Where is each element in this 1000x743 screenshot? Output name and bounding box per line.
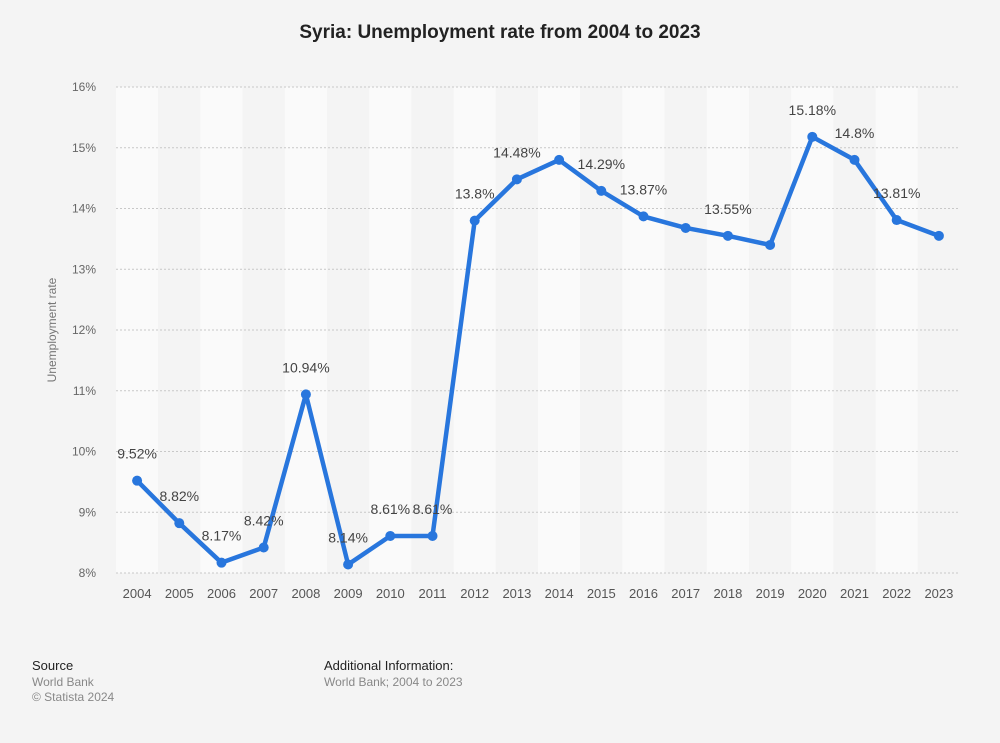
source-heading: Source xyxy=(32,658,74,673)
data-point xyxy=(638,211,649,222)
data-point xyxy=(891,215,902,226)
y-tick-label: 10% xyxy=(72,445,96,459)
data-point xyxy=(933,230,944,241)
data-label: 13.81% xyxy=(873,185,920,201)
y-tick-label: 12% xyxy=(72,323,96,337)
copyright: © Statista 2024 xyxy=(32,690,115,704)
x-tick-label: 2023 xyxy=(924,586,953,601)
data-point xyxy=(427,530,438,541)
data-label: 8.42% xyxy=(244,512,284,528)
x-tick-label: 2014 xyxy=(545,586,574,601)
data-point xyxy=(258,542,269,553)
x-tick-label: 2013 xyxy=(502,586,531,601)
x-tick-label: 2005 xyxy=(165,586,194,601)
data-label: 9.52% xyxy=(117,446,157,462)
data-point xyxy=(722,230,733,241)
data-label: 14.29% xyxy=(578,156,625,172)
y-tick-label: 16% xyxy=(72,80,96,94)
line-chart: 8% 9% 10% 11% 12% 13% 14% 15% 16% Unemployment ra… xyxy=(45,80,960,601)
data-point xyxy=(174,518,185,529)
info-text: World Bank; 2004 to 2023 xyxy=(324,675,463,689)
x-tick-label: 2018 xyxy=(713,586,742,601)
data-label: 8.82% xyxy=(159,488,199,504)
data-point xyxy=(216,557,227,568)
y-tick-label: 14% xyxy=(72,202,96,216)
x-tick-label: 2021 xyxy=(840,586,869,601)
x-tick-label: 2008 xyxy=(291,586,320,601)
data-label: 13.8% xyxy=(455,186,495,202)
data-point xyxy=(849,154,860,165)
data-point xyxy=(385,530,396,541)
x-tick-label: 2009 xyxy=(334,586,363,601)
data-label: 13.55% xyxy=(704,201,751,217)
data-point xyxy=(807,131,818,142)
data-point xyxy=(469,215,480,226)
y-tick-label: 9% xyxy=(79,505,97,519)
data-point xyxy=(554,154,565,165)
data-point xyxy=(343,559,354,570)
source-link[interactable]: World Bank xyxy=(32,675,94,689)
data-label: 10.94% xyxy=(282,359,329,375)
y-axis-label: Unemployment rate xyxy=(45,277,59,382)
series-line xyxy=(135,134,940,567)
data-label: 8.61% xyxy=(413,501,453,517)
x-tick-label: 2012 xyxy=(460,586,489,601)
y-tick-label: 15% xyxy=(72,141,96,155)
y-tick-label: 13% xyxy=(72,262,96,276)
x-tick-label: 2020 xyxy=(798,586,827,601)
data-label: 14.48% xyxy=(493,144,540,160)
data-label: 15.18% xyxy=(789,102,836,118)
data-label: 13.87% xyxy=(620,181,667,197)
data-label: 8.61% xyxy=(370,501,410,517)
data-point xyxy=(680,222,691,233)
x-tick-label: 2010 xyxy=(376,586,405,601)
info-heading: Additional Information: xyxy=(324,658,454,673)
data-point xyxy=(596,185,607,196)
x-tick-label: 2011 xyxy=(419,586,447,601)
data-point xyxy=(132,475,143,486)
data-label: 8.14% xyxy=(328,529,368,545)
chart-title: Syria: Unemployment rate from 2004 to 20… xyxy=(299,22,701,43)
x-tick-label: 2019 xyxy=(756,586,785,601)
data-point xyxy=(511,174,522,185)
x-tick-label: 2007 xyxy=(249,586,278,601)
x-tick-label: 2017 xyxy=(671,586,700,601)
data-point xyxy=(300,389,311,400)
data-label: 8.17% xyxy=(202,528,242,544)
x-tick-label: 2006 xyxy=(207,586,236,601)
y-tick-label: 8% xyxy=(79,566,97,580)
x-tick-label: 2016 xyxy=(629,586,658,601)
data-label: 14.8% xyxy=(835,125,875,141)
x-tick-label: 2004 xyxy=(123,586,152,601)
y-tick-label: 11% xyxy=(73,384,96,398)
x-tick-label: 2015 xyxy=(587,586,616,601)
x-tick-label: 2022 xyxy=(882,586,911,601)
data-point xyxy=(765,239,776,250)
